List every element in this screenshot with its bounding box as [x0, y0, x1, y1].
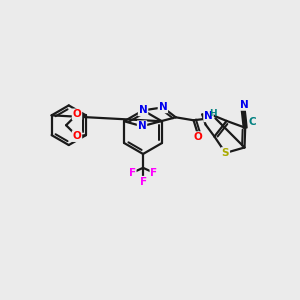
Text: O: O — [73, 131, 81, 141]
Text: S: S — [222, 148, 229, 158]
Text: N: N — [158, 102, 167, 112]
Text: N: N — [204, 111, 213, 121]
Text: F: F — [140, 177, 147, 187]
Text: C: C — [249, 117, 256, 128]
Text: N: N — [139, 105, 147, 116]
Text: O: O — [193, 132, 202, 142]
Text: F: F — [150, 168, 158, 178]
Text: N: N — [240, 100, 249, 110]
Text: O: O — [73, 109, 81, 119]
Text: H: H — [210, 109, 217, 118]
Text: F: F — [129, 168, 136, 178]
Text: N: N — [138, 121, 146, 131]
